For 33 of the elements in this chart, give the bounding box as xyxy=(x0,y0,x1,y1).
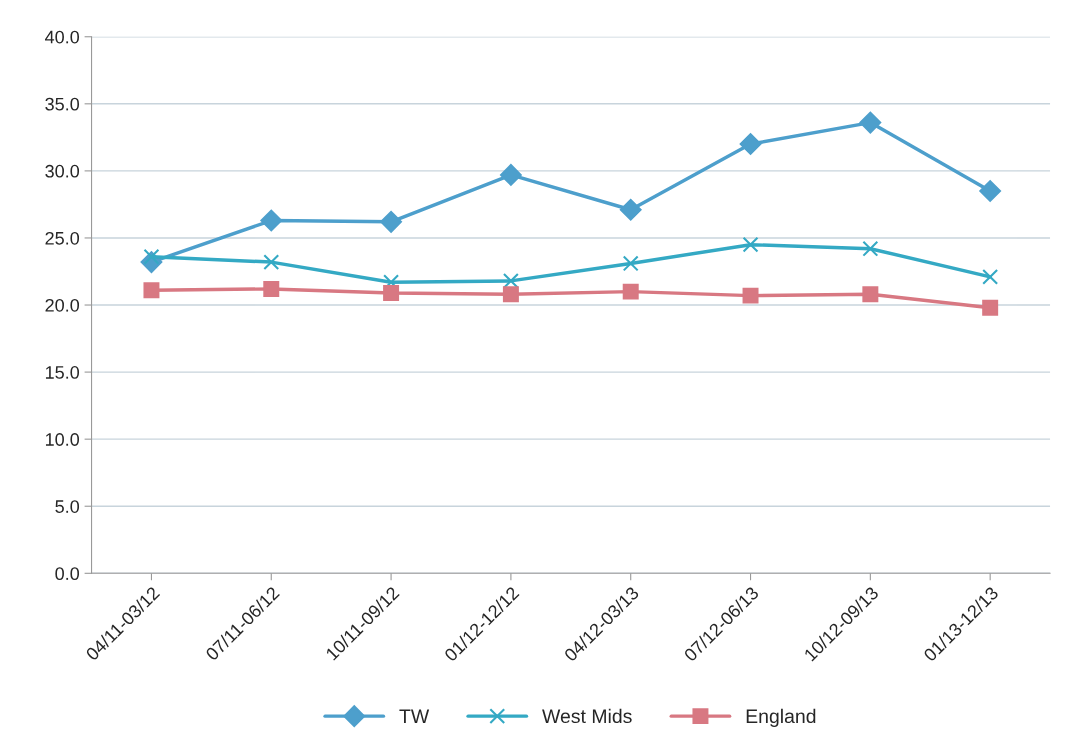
point xyxy=(742,236,759,253)
point xyxy=(979,180,1002,202)
point xyxy=(982,299,999,316)
point xyxy=(500,164,522,186)
point xyxy=(742,287,759,304)
point xyxy=(862,240,879,257)
y-tick-label: 20.0 xyxy=(45,298,80,312)
y-tick-label: 35.0 xyxy=(45,97,80,111)
y-tick-label: 30.0 xyxy=(45,164,80,178)
point xyxy=(619,198,642,221)
y-tick-label: 25.0 xyxy=(45,231,80,245)
legend-label: West Mids xyxy=(542,708,632,724)
point xyxy=(502,272,519,289)
point xyxy=(260,209,283,232)
y-tick-label: 5.0 xyxy=(55,500,80,513)
legend-label: England xyxy=(746,708,816,727)
point xyxy=(622,255,639,272)
y-tick-label: 15.0 xyxy=(45,366,80,379)
point xyxy=(263,280,280,297)
point xyxy=(502,286,519,303)
legend-label: TW xyxy=(399,709,430,723)
point xyxy=(380,211,402,233)
point xyxy=(263,254,280,271)
point xyxy=(862,286,879,303)
y-tick-label: 40.0 xyxy=(45,30,80,44)
y-tick-label: 0.0 xyxy=(55,567,80,581)
point xyxy=(143,282,160,299)
point xyxy=(859,111,882,134)
point xyxy=(982,268,999,285)
point xyxy=(739,133,762,155)
point xyxy=(622,283,639,300)
point xyxy=(383,284,400,301)
y-tick-label: 10.0 xyxy=(45,433,80,446)
